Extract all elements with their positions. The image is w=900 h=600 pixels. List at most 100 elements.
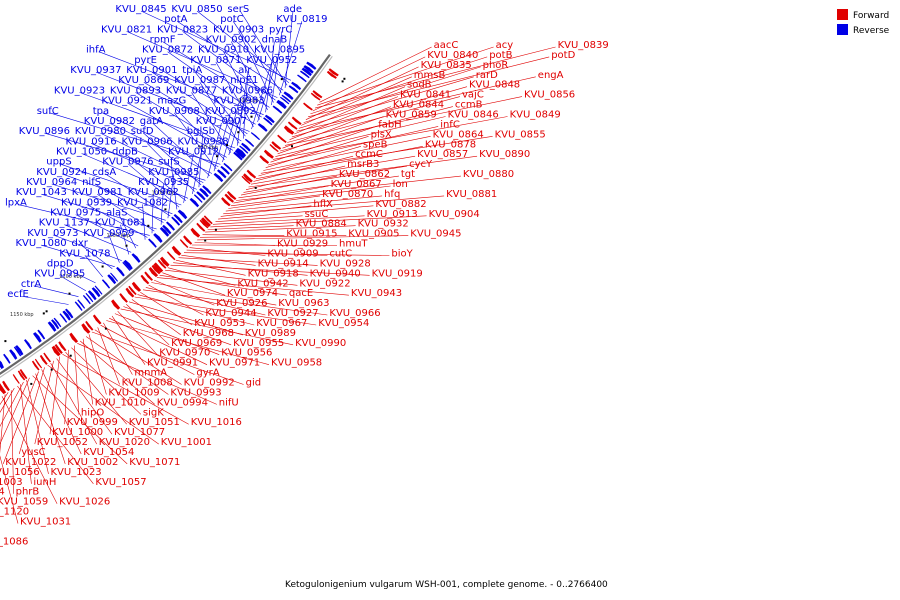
forward-gene-connector bbox=[183, 252, 390, 256]
reverse-gene-label: KVU_0877 bbox=[166, 85, 217, 96]
track-marker bbox=[214, 228, 217, 231]
forward-gene-connector bbox=[243, 165, 408, 193]
forward-gene-label: KVU_1009 bbox=[108, 388, 159, 399]
reverse-gene-arrow bbox=[148, 238, 157, 248]
reverse-gene-label: KVU_0902 bbox=[206, 35, 257, 46]
reverse-gene-connector bbox=[146, 61, 256, 125]
forward-gene-label: KVU_0969 bbox=[171, 338, 222, 349]
forward-gene-connector bbox=[0, 394, 6, 454]
forward-gene-label: vajC bbox=[462, 90, 484, 101]
forward-gene-connector bbox=[94, 329, 182, 385]
forward-gene-label: tgt bbox=[401, 169, 415, 180]
forward-gene-connector bbox=[238, 175, 399, 199]
forward-gene-label: KVU_0904 bbox=[429, 209, 480, 220]
forward-gene-connector bbox=[117, 310, 158, 355]
forward-gene-connector bbox=[167, 267, 236, 286]
forward-gene-label: KVU_0855 bbox=[495, 129, 546, 140]
reverse-gene-label: potC bbox=[220, 14, 243, 25]
reverse-gene-arrow bbox=[300, 70, 310, 79]
forward-gene-arrow bbox=[310, 92, 321, 101]
forward-gene-arrow bbox=[2, 380, 10, 392]
reverse-gene-arrow bbox=[241, 142, 251, 152]
forward-gene-connector bbox=[253, 155, 354, 182]
forward-gene-label: plsX bbox=[371, 129, 392, 140]
forward-gene-connector bbox=[289, 96, 399, 140]
forward-gene-arrow bbox=[196, 222, 206, 232]
forward-gene-label: KVU_0913 bbox=[367, 209, 418, 220]
forward-gene-arrow bbox=[153, 262, 164, 273]
forward-gene-connector bbox=[88, 334, 107, 395]
forward-gene-connector bbox=[233, 185, 329, 204]
forward-gene-arrow bbox=[283, 125, 295, 135]
forward-gene-connector bbox=[137, 294, 255, 326]
forward-gene-connector bbox=[314, 46, 556, 109]
reverse-gene-arrow bbox=[47, 321, 57, 332]
reverse-gene-label: bglSb bbox=[187, 126, 215, 137]
forward-gene-label: hfq bbox=[384, 189, 400, 200]
forward-gene-label: bioY bbox=[391, 249, 413, 260]
forward-gene-connector bbox=[277, 116, 384, 155]
forward-gene-connector bbox=[240, 175, 337, 196]
reverse-gene-label: KVU_0976 bbox=[102, 157, 153, 168]
reverse-gene-connector bbox=[86, 204, 148, 238]
forward-gene-connector bbox=[125, 303, 170, 346]
reverse-gene-label: KVU_0872 bbox=[142, 45, 193, 56]
forward-gene-connector bbox=[62, 354, 189, 425]
forward-gene-arrow bbox=[201, 217, 211, 228]
forward-gene-connector bbox=[305, 66, 419, 120]
reverse-gene-label: KVU_0908 bbox=[149, 106, 200, 117]
forward-gene-label: KVU_0971 bbox=[209, 358, 260, 369]
reverse-gene-connector bbox=[59, 265, 96, 284]
forward-gene-arrow bbox=[92, 314, 102, 325]
reverse-gene-arrow bbox=[291, 81, 302, 91]
scale-tick-label: 950 kbp bbox=[198, 145, 218, 151]
reverse-gene-connector bbox=[59, 275, 86, 292]
reverse-gene-label: serS bbox=[227, 4, 249, 15]
reverse-gene-connector bbox=[215, 61, 254, 127]
forward-gene-label: KVU_0909 bbox=[267, 249, 318, 260]
forward-gene-arrow bbox=[203, 215, 213, 225]
forward-gene-label: aacC bbox=[434, 40, 459, 51]
reverse-gene-label: KVU_1043 bbox=[16, 187, 67, 198]
reverse-gene-label: KVU_0850 bbox=[171, 4, 222, 15]
forward-gene-arrow bbox=[190, 227, 201, 238]
reverse-gene-connector bbox=[265, 41, 275, 113]
track-marker bbox=[45, 310, 48, 313]
forward-gene-label: KVU_0940 bbox=[310, 268, 361, 279]
reverse-gene-label: KVU_0912 bbox=[168, 147, 219, 158]
reverse-gene-label: ihfA bbox=[86, 45, 106, 56]
reverse-gene-arrow bbox=[202, 185, 212, 195]
forward-gene-connector bbox=[265, 136, 369, 168]
legend: Forward Reverse bbox=[837, 9, 890, 36]
forward-gene-connector bbox=[282, 106, 392, 149]
reverse-gene-connector bbox=[239, 10, 288, 86]
reverse-gene-connector bbox=[80, 244, 113, 270]
reverse-gene-label: KVU_0939 bbox=[61, 197, 112, 208]
forward-gene-connector bbox=[301, 76, 412, 126]
reverse-gene-arrow bbox=[87, 290, 97, 301]
forward-gene-arrow bbox=[0, 383, 7, 395]
forward-gene-connector bbox=[32, 375, 128, 465]
reverse-gene-connector bbox=[100, 132, 204, 183]
forward-gene-connector bbox=[50, 362, 98, 445]
forward-gene-connector bbox=[199, 235, 347, 238]
forward-gene-connector bbox=[151, 282, 277, 306]
forward-gene-connector bbox=[191, 244, 338, 246]
reverse-gene-arrow bbox=[116, 266, 125, 277]
forward-gene-connector bbox=[1, 396, 58, 504]
reverse-gene-connector bbox=[232, 21, 282, 93]
forward-gene-arrow bbox=[131, 281, 142, 292]
reverse-gene-connector bbox=[20, 295, 69, 305]
forward-gene-label: gyrA bbox=[196, 368, 219, 379]
gene-connector-lines bbox=[0, 10, 556, 524]
forward-gene-connector bbox=[258, 146, 361, 177]
reverse-gene-connector bbox=[124, 153, 186, 201]
forward-gene-connector bbox=[296, 76, 536, 132]
reverse-gene-connector bbox=[81, 153, 189, 199]
forward-gene-label: KVU_1059 bbox=[0, 497, 48, 508]
forward-gene-connector bbox=[41, 369, 82, 455]
reverse-gene-arrow bbox=[223, 162, 233, 172]
forward-gene-connector bbox=[17, 385, 94, 484]
reverse-gene-arrow bbox=[166, 221, 175, 231]
